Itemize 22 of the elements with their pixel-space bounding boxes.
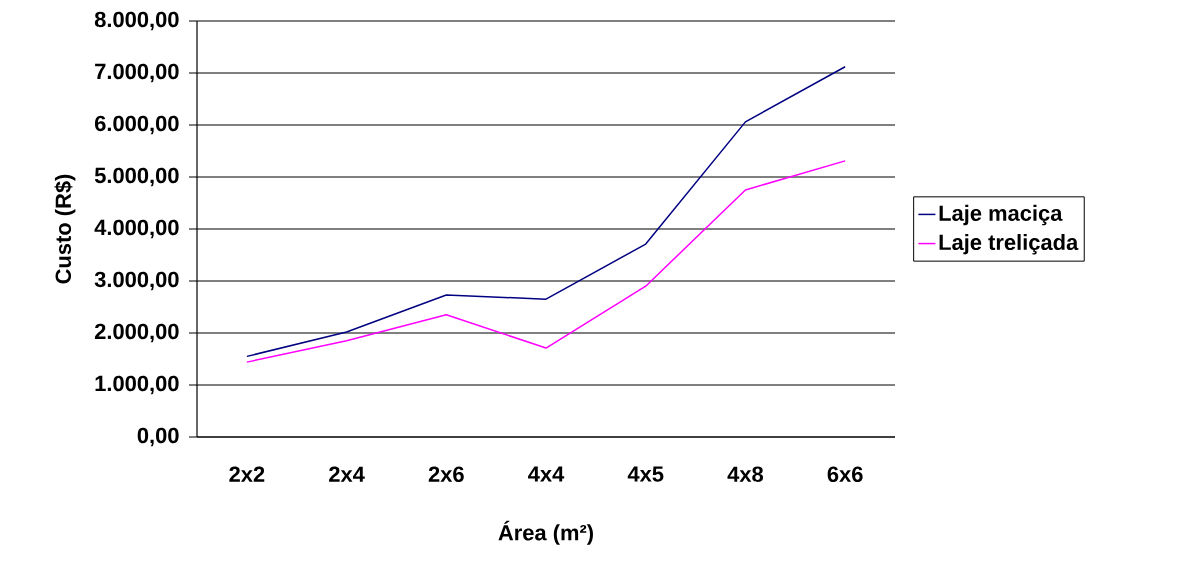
x-tick-label: 2x2 xyxy=(229,466,265,482)
y-tick-label: 8.000,00 xyxy=(94,11,179,31)
x-axis-title: Área (m²) xyxy=(498,520,593,545)
legend-label: Laje maciça xyxy=(939,204,1063,226)
x-tick-label: 2x4 xyxy=(329,466,365,482)
y-axis-title: Custo (R$) xyxy=(54,174,76,284)
x-tick-label: 4x5 xyxy=(627,466,664,482)
y-tick-label: 1.000,00 xyxy=(95,375,179,395)
y-tick-label: 6.000,00 xyxy=(94,115,179,135)
y-tick-label: 3.000,00 xyxy=(94,271,179,291)
x-tick-label: 2x6 xyxy=(428,466,464,483)
legend-label: Laje treliçada xyxy=(939,233,1079,255)
y-tick-label: 4.000,00 xyxy=(94,219,179,239)
y-tick-label: 0,00 xyxy=(137,427,179,447)
y-tick-label: 7.000,00 xyxy=(95,63,179,83)
x-tick-label: 4x4 xyxy=(528,466,565,482)
y-tick-label: 2.000,00 xyxy=(94,323,179,343)
line-series xyxy=(246,160,846,363)
line-series xyxy=(246,66,846,358)
x-tick-label: 4x8 xyxy=(727,466,764,483)
x-tick-label: 6x6 xyxy=(827,466,863,483)
y-tick-label: 5.000,00 xyxy=(94,167,179,187)
